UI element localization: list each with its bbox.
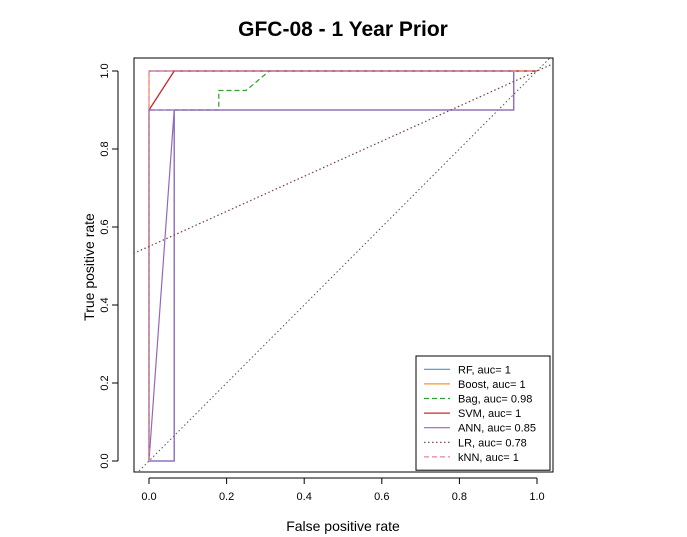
plot-frame: [133, 57, 554, 473]
legend-entry: SVM, auc= 1: [458, 408, 521, 420]
y-tick-label: 1.0: [99, 63, 111, 78]
y-axis-label: True positive rate: [81, 213, 97, 321]
legend: RF, auc= 1 Boost, auc= 1 Bag, auc= 0.98 SVM…: [415, 355, 551, 471]
x-tick-label: 0.2: [219, 491, 234, 503]
y-tick-label: 0.8: [99, 141, 111, 156]
diagonal-line: [137, 58, 551, 472]
x-tick-label: 0.4: [297, 491, 312, 503]
x-axis: 0.0 0.2 0.4 0.6 0.8 1.0: [141, 477, 545, 503]
x-tick-label: 0.6: [374, 491, 389, 503]
y-tick-label: 0.0: [99, 453, 111, 468]
y-tick-label: 0.6: [99, 219, 111, 234]
legend-entry: LR, auc= 0.78: [458, 437, 527, 449]
series-line-7: [148, 70, 537, 461]
roc-curves: [134, 63, 553, 462]
x-tick-label: 1.0: [529, 491, 544, 503]
legend-entry: Bag, auc= 0.98: [458, 394, 532, 406]
x-tick-label: 0.8: [452, 491, 467, 503]
y-tick-label: 0.4: [99, 297, 111, 312]
legend-entry: RF, auc= 1: [458, 364, 511, 376]
y-axis: 0.0 0.2 0.4 0.6 0.8 1.0: [99, 63, 119, 469]
chart-title: GFC-08 - 1 Year Prior: [238, 18, 448, 41]
x-tick-label: 0.0: [141, 491, 156, 503]
y-tick-label: 0.2: [99, 375, 111, 390]
series-line-6: [134, 63, 553, 254]
reference-diagonal: [137, 58, 551, 472]
x-axis-label: False positive rate: [286, 518, 400, 534]
series-line-4: [148, 70, 537, 111]
legend-entry: kNN, auc= 1: [458, 452, 519, 464]
legend-entry: ANN, auc= 0.85: [458, 423, 536, 435]
legend-entry: Boost, auc= 1: [458, 379, 526, 391]
